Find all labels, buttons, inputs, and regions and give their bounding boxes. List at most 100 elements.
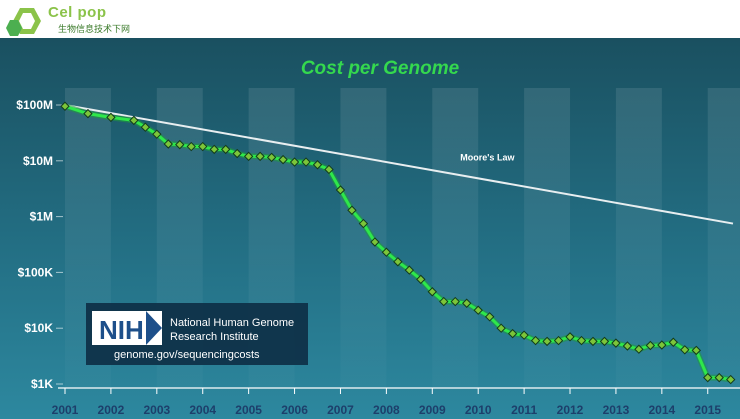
data-point: [553, 335, 564, 346]
data-point: [588, 336, 598, 347]
data-point: [530, 335, 541, 346]
x-tick-label: 2011: [511, 403, 537, 417]
nih-name-line2: Research Institute: [170, 331, 259, 343]
data-point: [278, 154, 288, 165]
data-point: [347, 205, 357, 215]
y-tick-label: $1M: [30, 210, 53, 224]
data-point: [622, 341, 633, 351]
x-tick-label: 2004: [189, 403, 216, 417]
data-point: [404, 265, 415, 275]
data-point: [668, 337, 679, 347]
x-tick-label: 2012: [557, 403, 584, 417]
x-tick-label: 2013: [603, 403, 630, 417]
data-point: [542, 336, 552, 347]
data-point: [519, 330, 529, 340]
cost-per-genome-chart: Cost per Genome $100M $10M $1M $100K $10K $1K…: [0, 38, 740, 419]
data-point: [393, 257, 403, 267]
data-point: [312, 160, 323, 170]
data-point: [106, 112, 116, 123]
nih-url-link[interactable]: genome.gov/sequencingcosts: [114, 349, 260, 361]
year-band: [615, 88, 662, 388]
data-point: [599, 336, 610, 347]
chart-slide: Cost per Genome $100M $10M $1M $100K $10K $1K…: [0, 38, 740, 419]
data-point: [163, 139, 174, 149]
data-point: [427, 287, 437, 297]
data-point: [209, 144, 219, 155]
x-tick-label: 2008: [373, 403, 400, 417]
data-point: [266, 152, 277, 163]
site-logo-subtitle: 生物信息技术下网: [58, 24, 131, 34]
data-point: [140, 122, 151, 132]
data-point: [232, 148, 242, 159]
x-tick-label: 2015: [694, 403, 721, 417]
data-point: [691, 345, 701, 356]
data-point: [439, 296, 449, 307]
data-point: [198, 141, 208, 152]
x-tick-label: 2014: [648, 403, 675, 417]
data-point: [507, 328, 518, 339]
data-point: [175, 139, 185, 150]
nih-name-line1: National Human Genome: [170, 317, 294, 329]
data-point: [703, 372, 713, 383]
y-tick-label: $10M: [23, 154, 53, 168]
year-band: [340, 88, 387, 388]
data-point: [680, 345, 690, 355]
data-point: [60, 101, 70, 111]
moores-law-line: [64, 104, 734, 225]
data-point: [484, 312, 495, 322]
data-point: [335, 185, 346, 195]
data-point: [416, 274, 426, 285]
data-point: [358, 218, 369, 229]
x-tick-label: 2006: [281, 403, 308, 417]
data-point: [83, 108, 93, 119]
data-point: [243, 151, 254, 162]
site-header: Cel pop 生物信息技术下网: [0, 0, 740, 38]
data-point: [152, 129, 162, 139]
data-point: [473, 305, 483, 315]
year-band: [707, 88, 740, 388]
cost-series: [60, 101, 736, 385]
data-point: [576, 335, 587, 346]
x-tick-label: 2005: [235, 403, 262, 417]
data-point: [301, 157, 311, 167]
moores-law-label: Moore's Law: [460, 152, 515, 162]
data-point: [657, 340, 667, 350]
data-point: [714, 372, 724, 383]
data-point: [381, 247, 392, 257]
data-point: [186, 141, 196, 152]
x-tick-label: 2003: [143, 403, 170, 417]
y-tick-label: $100M: [16, 98, 53, 112]
data-point: [611, 338, 621, 348]
data-point: [289, 157, 300, 167]
data-point: [324, 164, 334, 175]
moores-law-series: Moore's Law: [64, 104, 734, 225]
x-axis: 2001 2002 2003 2004 2005 2006 2007 2008 2009 2010…: [52, 388, 721, 417]
data-point: [725, 374, 736, 385]
data-point: [634, 344, 644, 354]
data-point: [129, 115, 139, 126]
data-point: [565, 332, 575, 342]
x-tick-label: 2002: [98, 403, 125, 417]
y-tick-label: $100K: [18, 265, 54, 279]
nih-credit-box: NIH National Human Genome Research Insti…: [86, 303, 308, 365]
data-point: [496, 323, 506, 333]
x-tick-label: 2009: [419, 403, 446, 417]
x-tick-label: 2001: [52, 403, 79, 417]
year-band: [432, 88, 479, 388]
nih-acronym: NIH: [99, 315, 144, 345]
data-point: [255, 151, 265, 162]
cell-logo-icon: [6, 8, 41, 36]
y-axis: $100M $10M $1M $100K $10K $1K: [16, 98, 63, 391]
x-tick-label: 2010: [465, 403, 492, 417]
y-tick-label: $1K: [31, 377, 53, 391]
site-logo-text: Cel pop: [48, 4, 107, 21]
data-point: [450, 296, 460, 307]
x-tick-label: 2007: [327, 403, 354, 417]
data-point: [370, 237, 380, 247]
data-point: [645, 340, 656, 351]
data-point: [462, 298, 472, 308]
y-tick-label: $10K: [24, 321, 53, 335]
nih-arrow-icon: [146, 311, 162, 345]
data-point: [220, 144, 231, 155]
chart-title: Cost per Genome: [301, 58, 460, 79]
